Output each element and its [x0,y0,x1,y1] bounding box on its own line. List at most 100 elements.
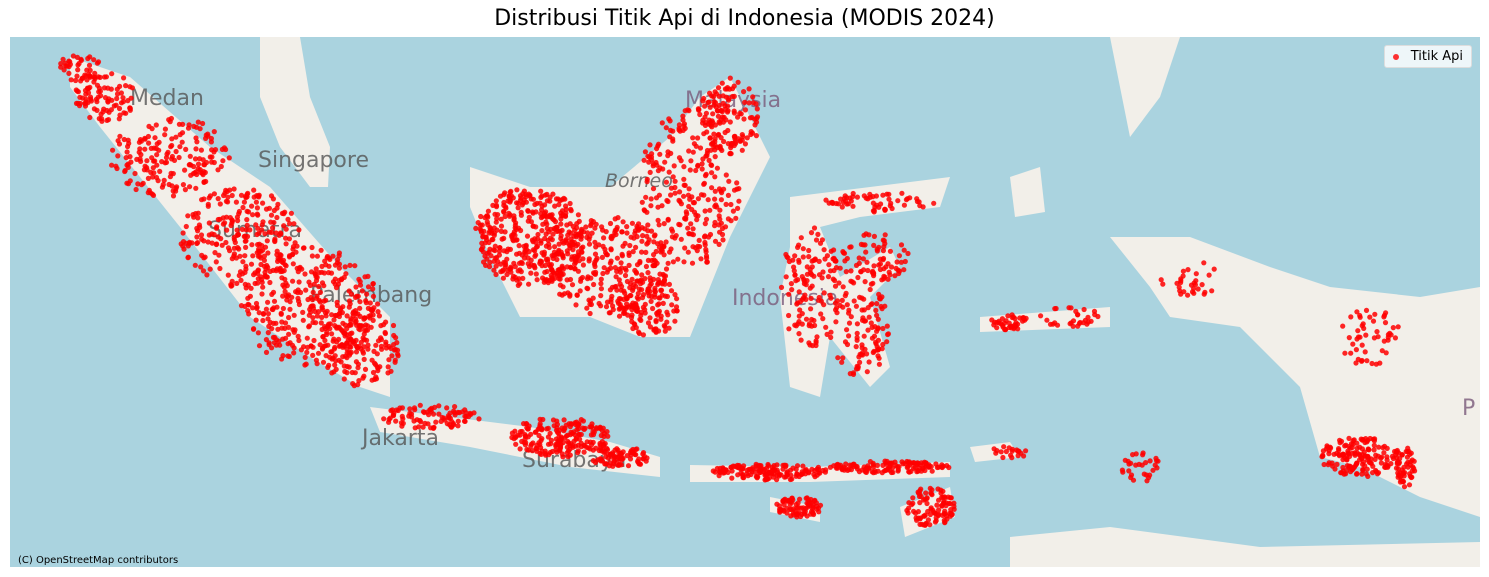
fire-point [516,243,522,249]
fire-point [94,82,101,88]
fire-point [192,156,199,162]
fire-point [1206,272,1212,278]
fire-point [367,312,374,319]
fire-point [686,231,693,237]
fire-point [731,142,737,149]
fire-point [576,432,582,438]
fire-point [73,77,79,84]
fire-point [248,261,255,267]
fire-point [878,201,884,207]
fire-point [640,332,647,338]
fire-point [291,221,297,227]
fire-point [547,198,553,204]
fire-point [242,253,248,259]
fire-point [296,279,302,285]
fire-point [247,293,253,299]
fire-point [1185,292,1191,298]
basemap: Medan Singapore Malaysia Borneo Sumatra … [10,37,1480,567]
fire-point [287,340,293,346]
fire-point [266,229,272,235]
fire-point [870,194,876,200]
fire-point [286,331,292,337]
fire-point [348,344,354,350]
fire-point [565,232,571,238]
fire-point [663,266,670,272]
fire-point [720,100,726,106]
fire-point [608,258,614,264]
fire-point [1365,437,1371,443]
fire-point [672,318,678,324]
fire-point [281,211,287,217]
fire-point [357,299,363,305]
fire-point [872,469,878,475]
fire-point [1015,326,1021,332]
map-area[interactable]: Medan Singapore Malaysia Borneo Sumatra … [10,37,1480,567]
fire-point [502,190,508,196]
fire-point [647,169,653,175]
fire-point [648,196,654,202]
fire-point [670,128,676,134]
fire-point [211,191,217,197]
fire-point [786,312,792,319]
fire-point [732,133,738,139]
fire-point [881,238,887,244]
fire-point [265,316,271,322]
fire-point [806,340,812,346]
fire-point [871,273,877,279]
fire-point [899,190,905,196]
fire-point [644,455,650,461]
fire-point [195,161,202,167]
fire-point [991,446,997,452]
fire-point [853,344,859,350]
fire-point [109,162,115,168]
fire-point [511,213,517,219]
fire-point [599,224,605,230]
fire-point [538,194,544,200]
fire-point [724,85,731,91]
fire-point [319,314,325,320]
fire-point [825,274,832,280]
fire-point [749,130,756,136]
fire-point [868,281,875,287]
fire-point [663,239,669,245]
fire-point [73,87,79,93]
fire-point [781,502,787,508]
fire-point [741,116,747,122]
fire-point [1008,325,1015,331]
svg-text:Singapore: Singapore [258,148,369,173]
fire-point [344,370,350,376]
fire-point [300,317,306,323]
fire-point [707,207,713,213]
fire-point [206,195,212,201]
fire-point [280,257,287,263]
fire-point [1068,320,1074,326]
fire-point [551,217,557,223]
fire-point [444,421,450,427]
fire-point [712,188,718,194]
fire-point [386,357,392,363]
fire-point [874,301,880,307]
fire-point [709,93,715,99]
fire-point [946,464,952,471]
fire-point [493,219,499,225]
fire-point [586,297,592,303]
fire-point [809,466,815,472]
fire-point [574,292,580,298]
fire-point [592,271,598,277]
fire-point [801,278,808,284]
fire-point [592,239,598,245]
fire-point [573,302,579,308]
fire-point [942,519,948,525]
fire-point [703,153,709,159]
fire-point [291,312,297,318]
fire-point [753,463,759,469]
fire-point [653,317,659,324]
fire-point [647,324,654,330]
fire-point [263,337,269,343]
fire-point [547,449,553,456]
fire-point [325,364,331,370]
fire-point [151,145,157,151]
fire-point [1326,460,1332,466]
fire-point [539,436,545,442]
fire-point [373,376,380,382]
